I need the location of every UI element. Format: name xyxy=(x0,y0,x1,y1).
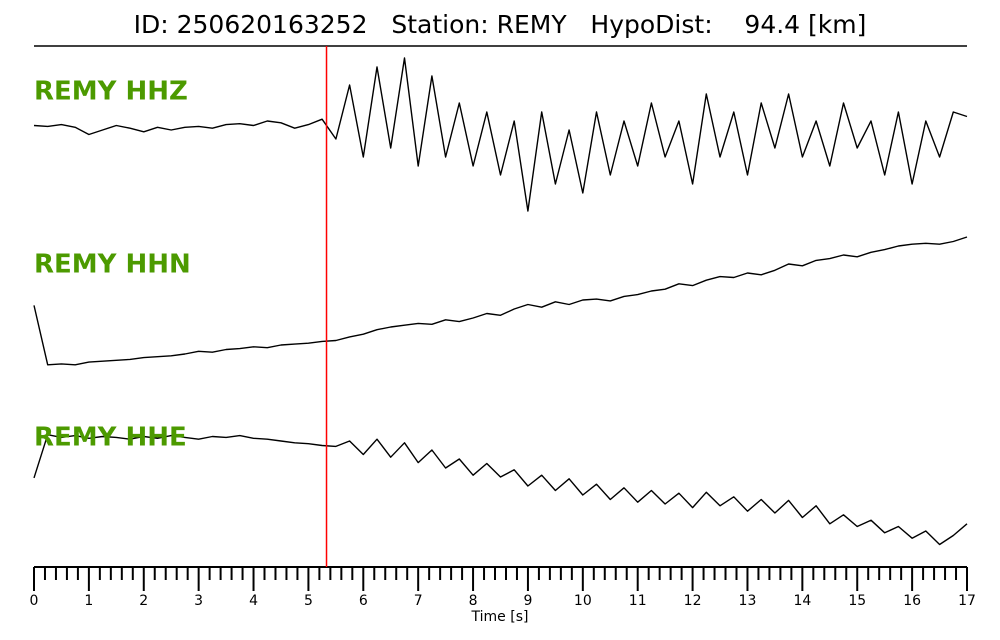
trace xyxy=(33,434,968,546)
trace-label: REMY HHN xyxy=(34,250,191,280)
chart-title: ID: 250620163252 Station: REMY HypoDist:… xyxy=(134,10,867,39)
x-tick-label: 12 xyxy=(684,593,702,609)
x-tick-label: 4 xyxy=(249,593,258,609)
x-tick-label: 6 xyxy=(359,593,368,609)
x-tick-label: 1 xyxy=(84,593,93,609)
x-tick-label: 9 xyxy=(523,593,532,609)
x-tick-label: 17 xyxy=(958,593,976,609)
x-axis-label: Time [s] xyxy=(471,609,529,625)
trace-label: REMY HHE xyxy=(34,423,187,453)
x-tick-label: 16 xyxy=(903,593,921,609)
x-tick-label: 8 xyxy=(469,593,478,609)
x-tick-label: 11 xyxy=(629,593,647,609)
x-tick-label: 5 xyxy=(304,593,313,609)
x-tick-label: 13 xyxy=(739,593,757,609)
x-tick-label: 14 xyxy=(793,593,811,609)
x-tick-label: 2 xyxy=(139,593,148,609)
x-tick-label: 7 xyxy=(414,593,423,609)
trace xyxy=(33,57,968,212)
x-tick-label: 15 xyxy=(848,593,866,609)
x-tick-label: 10 xyxy=(574,593,592,609)
trace-label: REMY HHZ xyxy=(34,77,188,107)
x-tick-label: 0 xyxy=(30,593,39,609)
x-tick-label: 3 xyxy=(194,593,203,609)
trace xyxy=(33,236,968,366)
